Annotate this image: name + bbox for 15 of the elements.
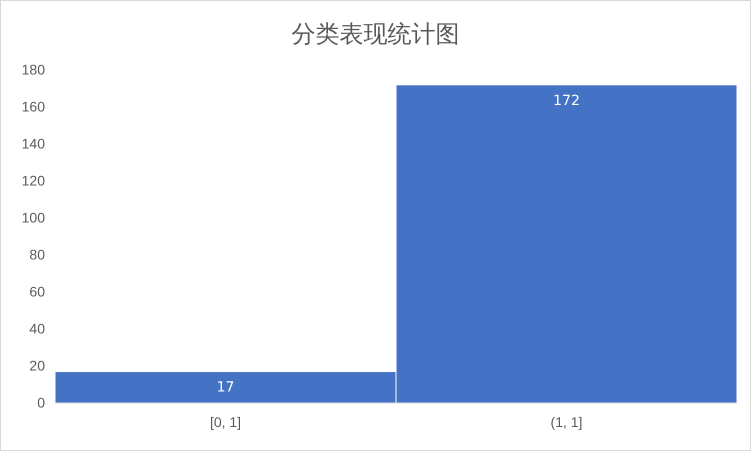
y-tick-label: 160 <box>22 98 46 114</box>
y-tick-label: 100 <box>22 209 46 226</box>
data-label: 17 <box>216 380 234 396</box>
y-tick-label: 40 <box>29 320 46 336</box>
y-tick-label: 80 <box>29 246 46 262</box>
y-tick-label: 0 <box>37 394 46 410</box>
y-tick-label: 140 <box>22 135 46 152</box>
y-tick-label: 120 <box>22 172 46 188</box>
x-tick-label: (1, 1] <box>550 414 582 430</box>
x-tick-label: [0, 1] <box>210 414 242 430</box>
y-tick-label: 180 <box>22 61 46 78</box>
y-tick-label: 20 <box>29 357 46 374</box>
data-label: 172 <box>553 92 580 109</box>
chart-title: 分类表现统计图 <box>292 20 460 48</box>
y-tick-label: 60 <box>29 283 46 300</box>
